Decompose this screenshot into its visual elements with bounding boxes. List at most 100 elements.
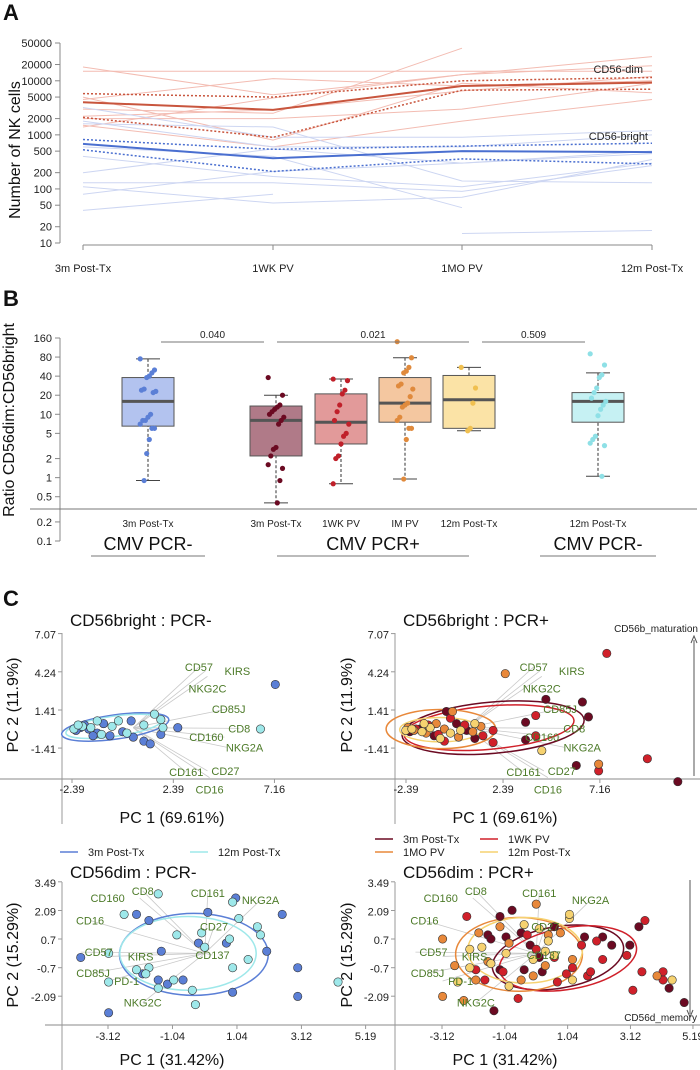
c-data-point (564, 909, 574, 919)
b-data-point (588, 395, 595, 401)
c-confidence-ellipse (401, 700, 585, 756)
c-loading-label: CD16 (76, 916, 104, 928)
b-data-point (279, 465, 286, 471)
c-loading-vector (133, 727, 210, 778)
b-data-point (270, 446, 276, 452)
c-data-point (519, 965, 529, 975)
c-y-tick-label: -1.41 (364, 744, 389, 756)
c-loading-label: CD27 (531, 922, 559, 934)
c-loading-vector (475, 890, 537, 954)
c-data-point (477, 942, 487, 952)
c-x-axis-title: PC 1 (31.42%) (453, 1052, 558, 1069)
c-loading-label: CD160 (189, 732, 223, 744)
c-data-point (637, 967, 647, 977)
c-x-tick-label: -1.04 (160, 1031, 185, 1043)
c-data-point (153, 889, 163, 899)
b-data-point (342, 387, 348, 393)
b-data-point (465, 428, 471, 434)
c-x-tick-label: 1.04 (557, 1031, 578, 1043)
c-x-tick-label: 7.16 (589, 784, 610, 796)
c-x-tick-label: -3.12 (95, 1031, 120, 1043)
c-data-point (119, 909, 129, 919)
b-data-point (333, 455, 339, 462)
b-data-point (278, 417, 284, 424)
c-data-point (190, 1000, 200, 1010)
c-legend-label: 1MO PV (403, 847, 445, 859)
a-y-tick-label: 200 (34, 168, 52, 180)
b-data-point (334, 409, 340, 415)
c-data-point (513, 993, 523, 1003)
b-x-tick-label: 3m Post-Tx (122, 519, 173, 530)
c-data-point (521, 735, 531, 745)
b-data-point (330, 481, 336, 487)
c-data-point (456, 725, 466, 735)
c-data-point (567, 975, 577, 985)
b-box (378, 377, 432, 423)
b-data-point (587, 351, 593, 357)
c-loading-label: PD-1 (114, 976, 139, 988)
c-data-point (144, 916, 154, 926)
c-loading-label: KIRS (462, 951, 488, 963)
c-data-point (531, 731, 541, 741)
c-loading-label: CD137 (527, 950, 561, 962)
a-y-tick-label: 10 (40, 238, 52, 250)
c-loading-label: NKG2A (242, 895, 280, 907)
c-side-arrowhead (686, 1009, 694, 1019)
c-y-tick-label: 1.41 (35, 706, 56, 718)
c-data-point (495, 922, 505, 932)
a-x-tick-label: 1MO PV (441, 263, 483, 275)
c-loading-label: CD161 (522, 888, 556, 900)
c-loading-label: NKG2A (572, 895, 610, 907)
c-data-point (498, 967, 508, 977)
c-data-point (197, 928, 207, 938)
c-y-tick-label: -0.7 (37, 964, 56, 976)
c-loading-label: CD161 (506, 767, 540, 779)
b-data-point (600, 402, 606, 408)
c-loading-vector (466, 670, 541, 729)
b-data-point (470, 400, 476, 406)
c-data-point (634, 922, 644, 932)
c-loading-vector (132, 666, 200, 728)
c-loading-label: NKG2C (523, 683, 561, 695)
c-loading-vector (466, 676, 543, 729)
b-x-tick-label: IM PV (391, 519, 419, 530)
c-data-point (438, 991, 448, 1001)
c-data-point (132, 909, 142, 919)
c-loading-vector (204, 899, 261, 954)
b-data-point (266, 411, 273, 417)
c-data-point (501, 948, 511, 958)
c-loading-label: CD16 (410, 916, 438, 928)
c-loading-vector (133, 708, 229, 729)
b-data-point (599, 473, 605, 479)
c-data-point (243, 954, 253, 964)
b-y-tick-label: 160 (34, 333, 52, 345)
c-side-arrow-label: CD56d_memory (624, 1013, 697, 1024)
c-loading-label: NKG2A (563, 742, 601, 754)
c-data-point (172, 930, 182, 940)
c-x-axis-title: PC 1 (69.61%) (120, 810, 225, 827)
c-data-point (128, 732, 138, 742)
c-loading-vector (133, 670, 206, 728)
b-p-value: 0.040 (200, 330, 225, 341)
c-subplot-title: CD56bright : PCR- (70, 611, 212, 630)
c-data-point (561, 969, 571, 979)
c-data-point (132, 965, 142, 975)
c-loading-label: NKG2A (226, 742, 264, 754)
b-data-point (344, 378, 351, 384)
b-data-point (395, 383, 402, 389)
c-data-point (567, 954, 577, 964)
b-data-point (149, 425, 155, 431)
b-group-label: CMV PCR- (104, 534, 193, 554)
a-individual-line (82, 148, 653, 174)
c-loading-label: CD160 (424, 893, 458, 905)
c-loading-label: KIRS (559, 666, 585, 678)
a-x-tick-label: 3m Post-Tx (55, 263, 112, 275)
b-data-point (141, 477, 147, 484)
c-x-axis-title: PC 1 (31.42%) (120, 1052, 225, 1069)
c-data-point (107, 721, 117, 731)
c-data-point (673, 777, 683, 787)
c-subplot-title: CD56dim : PCR- (70, 863, 197, 882)
c-y-tick-label: 7.07 (368, 630, 389, 642)
c-data-point (435, 733, 445, 743)
c-y-tick-label: -0.7 (370, 964, 389, 976)
